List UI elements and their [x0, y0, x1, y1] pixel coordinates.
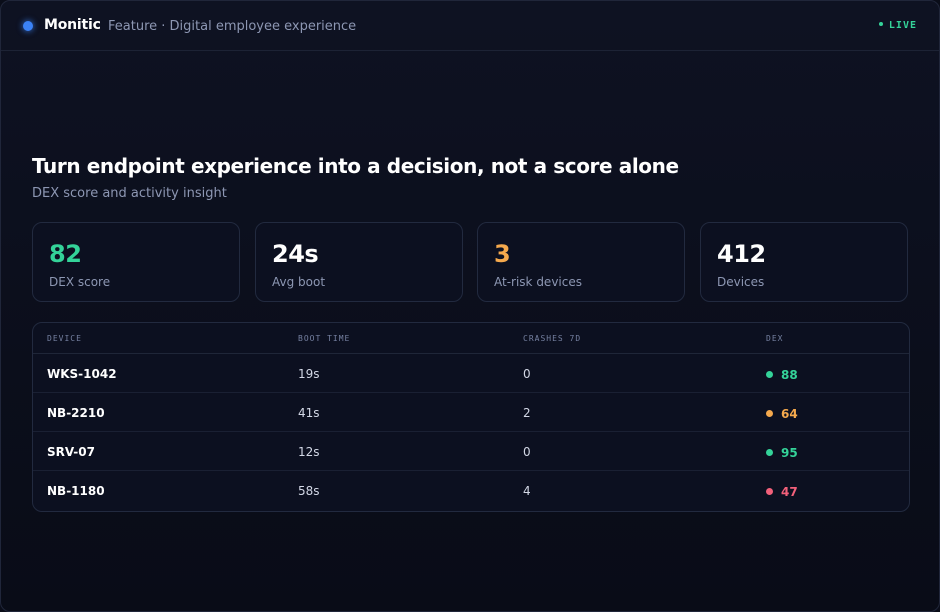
- stat-card-avg-boot: 24s Avg boot: [255, 222, 463, 302]
- boot-time: 41s: [298, 406, 320, 420]
- page-description: DEX score and activity insight: [32, 186, 227, 201]
- page-subtitle: Feature · Digital employee experience: [108, 19, 357, 34]
- stat-label: DEX score: [49, 275, 111, 289]
- stat-label: Devices: [717, 275, 765, 289]
- column-header-boot-time[interactable]: BOOT TIME: [298, 334, 351, 343]
- dex-value: 88: [781, 368, 798, 382]
- live-status-label: LIVE: [888, 20, 917, 31]
- crash-count: 4: [523, 484, 531, 498]
- table-row[interactable]: WKS-1042 19s 0 88: [33, 354, 909, 393]
- dex-value: 64: [781, 407, 798, 421]
- boot-time: 12s: [298, 445, 320, 459]
- stat-card-dex-score: 82 DEX score: [32, 222, 240, 302]
- device-name: WKS-1042: [47, 367, 117, 381]
- stat-value: 82: [49, 240, 82, 268]
- stat-value: 24s: [272, 240, 319, 268]
- page-title: Turn endpoint experience into a decision…: [32, 154, 679, 178]
- device-name: NB-1180: [47, 484, 105, 498]
- brand-name[interactable]: Monitic: [44, 17, 101, 33]
- live-dot-icon: [878, 22, 883, 26]
- table-row[interactable]: NB-1180 58s 4 47: [33, 471, 909, 510]
- device-name: NB-2210: [47, 406, 105, 420]
- status-dot-icon: [766, 488, 773, 495]
- column-header-crashes[interactable]: CRASHES 7D: [523, 334, 582, 343]
- dex-value: 47: [781, 485, 798, 499]
- table-header: DEVICE BOOT TIME CRASHES 7D DEX: [33, 323, 909, 354]
- stat-label: Avg boot: [272, 275, 326, 289]
- top-bar: Monitic Feature · Digital employee exper…: [1, 1, 939, 51]
- stat-card-at-risk-devices: 3 At-risk devices: [477, 222, 685, 302]
- crash-count: 2: [523, 406, 531, 420]
- live-status-badge: LIVE: [878, 20, 917, 31]
- crash-count: 0: [523, 445, 531, 459]
- device-name: SRV-07: [47, 445, 95, 459]
- boot-time: 58s: [298, 484, 320, 498]
- status-dot-icon: [766, 371, 773, 378]
- status-dot-icon: [766, 410, 773, 417]
- stat-card-devices: 412 Devices: [700, 222, 908, 302]
- status-dot-icon: [766, 449, 773, 456]
- dex-value: 95: [781, 446, 798, 460]
- table-row[interactable]: NB-2210 41s 2 64: [33, 393, 909, 432]
- column-header-device[interactable]: DEVICE: [47, 334, 82, 343]
- device-table: DEVICE BOOT TIME CRASHES 7D DEX WKS-1042…: [32, 322, 910, 512]
- stat-value: 3: [494, 240, 511, 268]
- column-header-dex[interactable]: DEX: [766, 334, 784, 343]
- boot-time: 19s: [298, 367, 320, 381]
- stat-value: 412: [717, 240, 766, 268]
- crash-count: 0: [523, 367, 531, 381]
- stat-label: At-risk devices: [494, 275, 582, 289]
- brand-logo-icon: [23, 21, 33, 31]
- table-row[interactable]: SRV-07 12s 0 95: [33, 432, 909, 471]
